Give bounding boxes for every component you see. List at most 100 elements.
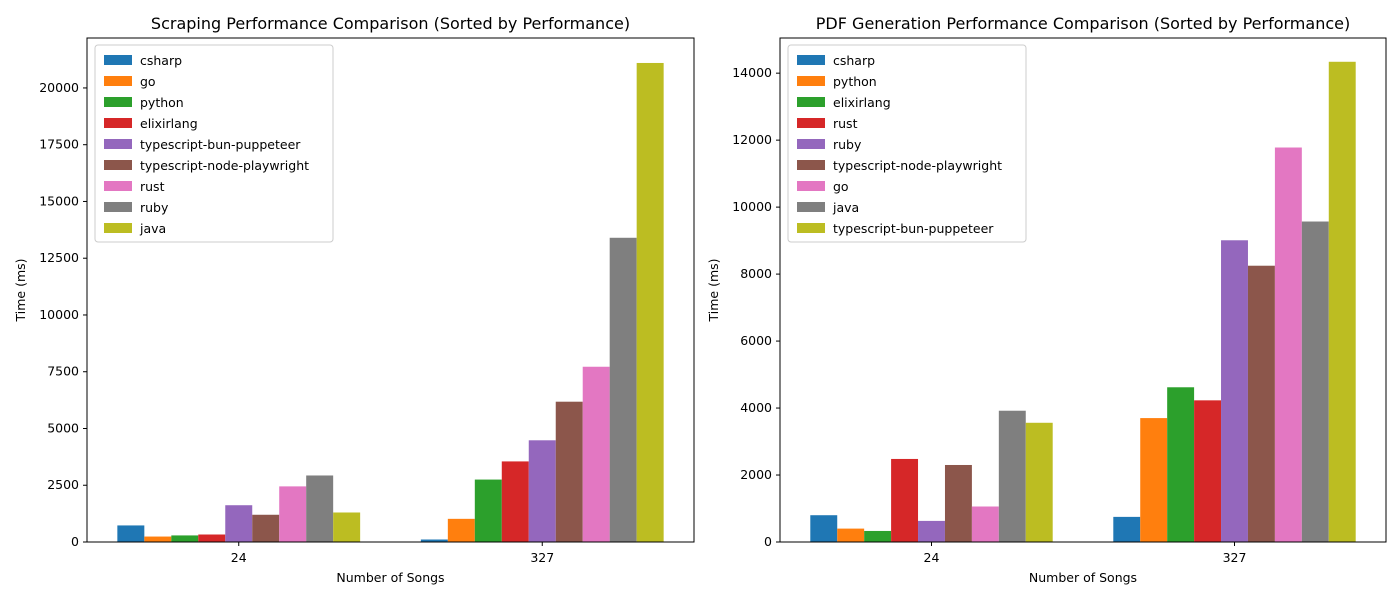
bar-rust-327 xyxy=(582,366,610,542)
bars-group xyxy=(117,62,664,542)
legend-label-csharp: csharp xyxy=(833,53,875,68)
legend-swatch-go xyxy=(104,76,132,86)
legend-label-typescript-node-playwright: typescript-node-playwright xyxy=(140,158,309,173)
y-tick-label: 17500 xyxy=(39,137,79,152)
legend-swatch-typescript-node-playwright xyxy=(797,160,825,170)
bar-go-24 xyxy=(144,536,172,542)
bar-csharp-24 xyxy=(810,515,838,542)
legend-label-ruby: ruby xyxy=(833,137,862,152)
legend-swatch-csharp xyxy=(797,55,825,65)
x-axis-label: Number of Songs xyxy=(1029,570,1137,585)
legend-label-go: go xyxy=(833,179,849,194)
bar-typescript-bun-puppeteer-24 xyxy=(225,505,253,542)
y-tick-label: 7500 xyxy=(47,364,79,379)
x-axis-label: Number of Songs xyxy=(336,570,444,585)
y-tick-label: 2500 xyxy=(47,477,79,492)
legend-swatch-rust xyxy=(104,181,132,191)
legend-label-python: python xyxy=(833,74,877,89)
bar-typescript-node-playwright-327 xyxy=(1247,265,1275,542)
legend-swatch-csharp xyxy=(104,55,132,65)
bar-ruby-24 xyxy=(306,475,334,542)
legend-swatch-typescript-bun-puppeteer xyxy=(797,223,825,233)
legend-swatch-java xyxy=(797,202,825,212)
legend-swatch-elixirlang xyxy=(797,97,825,107)
bar-rust-24 xyxy=(279,486,307,542)
legend-swatch-python xyxy=(797,76,825,86)
legend: csharp python elixirlang rust ruby typescript… xyxy=(787,44,1027,243)
axes-frame xyxy=(86,37,695,543)
chart-title: PDF Generation Performance Comparison (S… xyxy=(816,14,1350,33)
bar-typescript-bun-puppeteer-327 xyxy=(528,440,556,542)
legend-label-python: python xyxy=(140,95,184,110)
bar-typescript-node-playwright-24 xyxy=(944,464,972,542)
legend-box xyxy=(94,44,334,243)
legend-box xyxy=(787,44,1027,243)
bars-group xyxy=(810,61,1356,542)
bar-typescript-bun-puppeteer-327 xyxy=(1328,61,1356,542)
x-tick-label: 24 xyxy=(231,550,247,565)
chart-title: Scraping Performance Comparison (Sorted … xyxy=(151,14,630,33)
scraping-chart: 0 2500 5000 7500 10000 12500 15000 17500 20000 24… xyxy=(13,14,695,585)
legend-label-java: java xyxy=(139,221,166,236)
bar-go-327 xyxy=(1274,147,1302,542)
bar-typescript-node-playwright-327 xyxy=(555,401,583,542)
y-tick-label: 4000 xyxy=(740,400,772,415)
bar-elixirlang-24 xyxy=(864,530,892,542)
y-tick-label: 6000 xyxy=(740,333,772,348)
legend-label-elixirlang: elixirlang xyxy=(833,95,891,110)
legend-label-typescript-bun-puppeteer: typescript-bun-puppeteer xyxy=(140,137,301,152)
bar-typescript-bun-puppeteer-24 xyxy=(1025,422,1053,542)
legend-swatch-ruby xyxy=(797,139,825,149)
bar-ruby-327 xyxy=(609,237,637,542)
bar-elixirlang-24 xyxy=(198,534,226,542)
y-tick-label: 10000 xyxy=(732,199,772,214)
legend-swatch-ruby xyxy=(104,202,132,212)
y-tick-label: 20000 xyxy=(39,80,79,95)
y-tick-label: 10000 xyxy=(39,307,79,322)
legend-swatch-go xyxy=(797,181,825,191)
x-tick-label: 24 xyxy=(924,550,940,565)
legend: csharp go python elixirlang typescript-bun-p… xyxy=(94,44,334,243)
y-tick-label: 5000 xyxy=(47,420,79,435)
legend-swatch-typescript-bun-puppeteer xyxy=(104,139,132,149)
legend-swatch-python xyxy=(104,97,132,107)
y-axis-label: Time (ms) xyxy=(13,258,28,322)
bar-python-24 xyxy=(837,528,865,542)
axes-frame xyxy=(779,37,1387,543)
bar-python-327 xyxy=(474,479,502,542)
pdf-generation-chart: 0 2000 4000 6000 8000 10000 12000 14000 24 327 PDF… xyxy=(706,14,1387,585)
bar-python-327 xyxy=(1140,418,1168,542)
y-tick-label: 0 xyxy=(71,534,79,549)
x-tick-label: 327 xyxy=(1223,550,1247,565)
bar-java-24 xyxy=(333,512,361,542)
bar-csharp-327 xyxy=(1113,516,1141,542)
bar-elixirlang-327 xyxy=(501,461,529,542)
bar-java-327 xyxy=(636,62,664,542)
y-axis-label: Time (ms) xyxy=(706,258,721,322)
bar-ruby-327 xyxy=(1221,240,1248,542)
y-tick-label: 12500 xyxy=(39,250,79,265)
y-tick-label: 8000 xyxy=(740,266,772,281)
bar-rust-24 xyxy=(891,458,919,542)
bar-go-24 xyxy=(971,506,999,542)
legend-label-elixirlang: elixirlang xyxy=(140,116,198,131)
legend-swatch-java xyxy=(104,223,132,233)
legend-swatch-rust xyxy=(797,118,825,128)
y-tick-label: 2000 xyxy=(740,467,772,482)
legend-swatch-elixirlang xyxy=(104,118,132,128)
bar-typescript-node-playwright-24 xyxy=(252,514,280,542)
x-tick-label: 327 xyxy=(530,550,554,565)
bar-csharp-327 xyxy=(420,539,448,542)
bar-ruby-24 xyxy=(918,520,945,542)
bar-python-24 xyxy=(171,535,199,542)
bar-java-327 xyxy=(1301,221,1329,542)
bar-java-24 xyxy=(998,410,1026,542)
legend-label-typescript-node-playwright: typescript-node-playwright xyxy=(833,158,1002,173)
legend-label-ruby: ruby xyxy=(140,200,169,215)
legend-swatch-typescript-node-playwright xyxy=(104,160,132,170)
y-tick-label: 0 xyxy=(764,534,772,549)
y-tick-label: 15000 xyxy=(39,193,79,208)
legend-label-csharp: csharp xyxy=(140,53,182,68)
